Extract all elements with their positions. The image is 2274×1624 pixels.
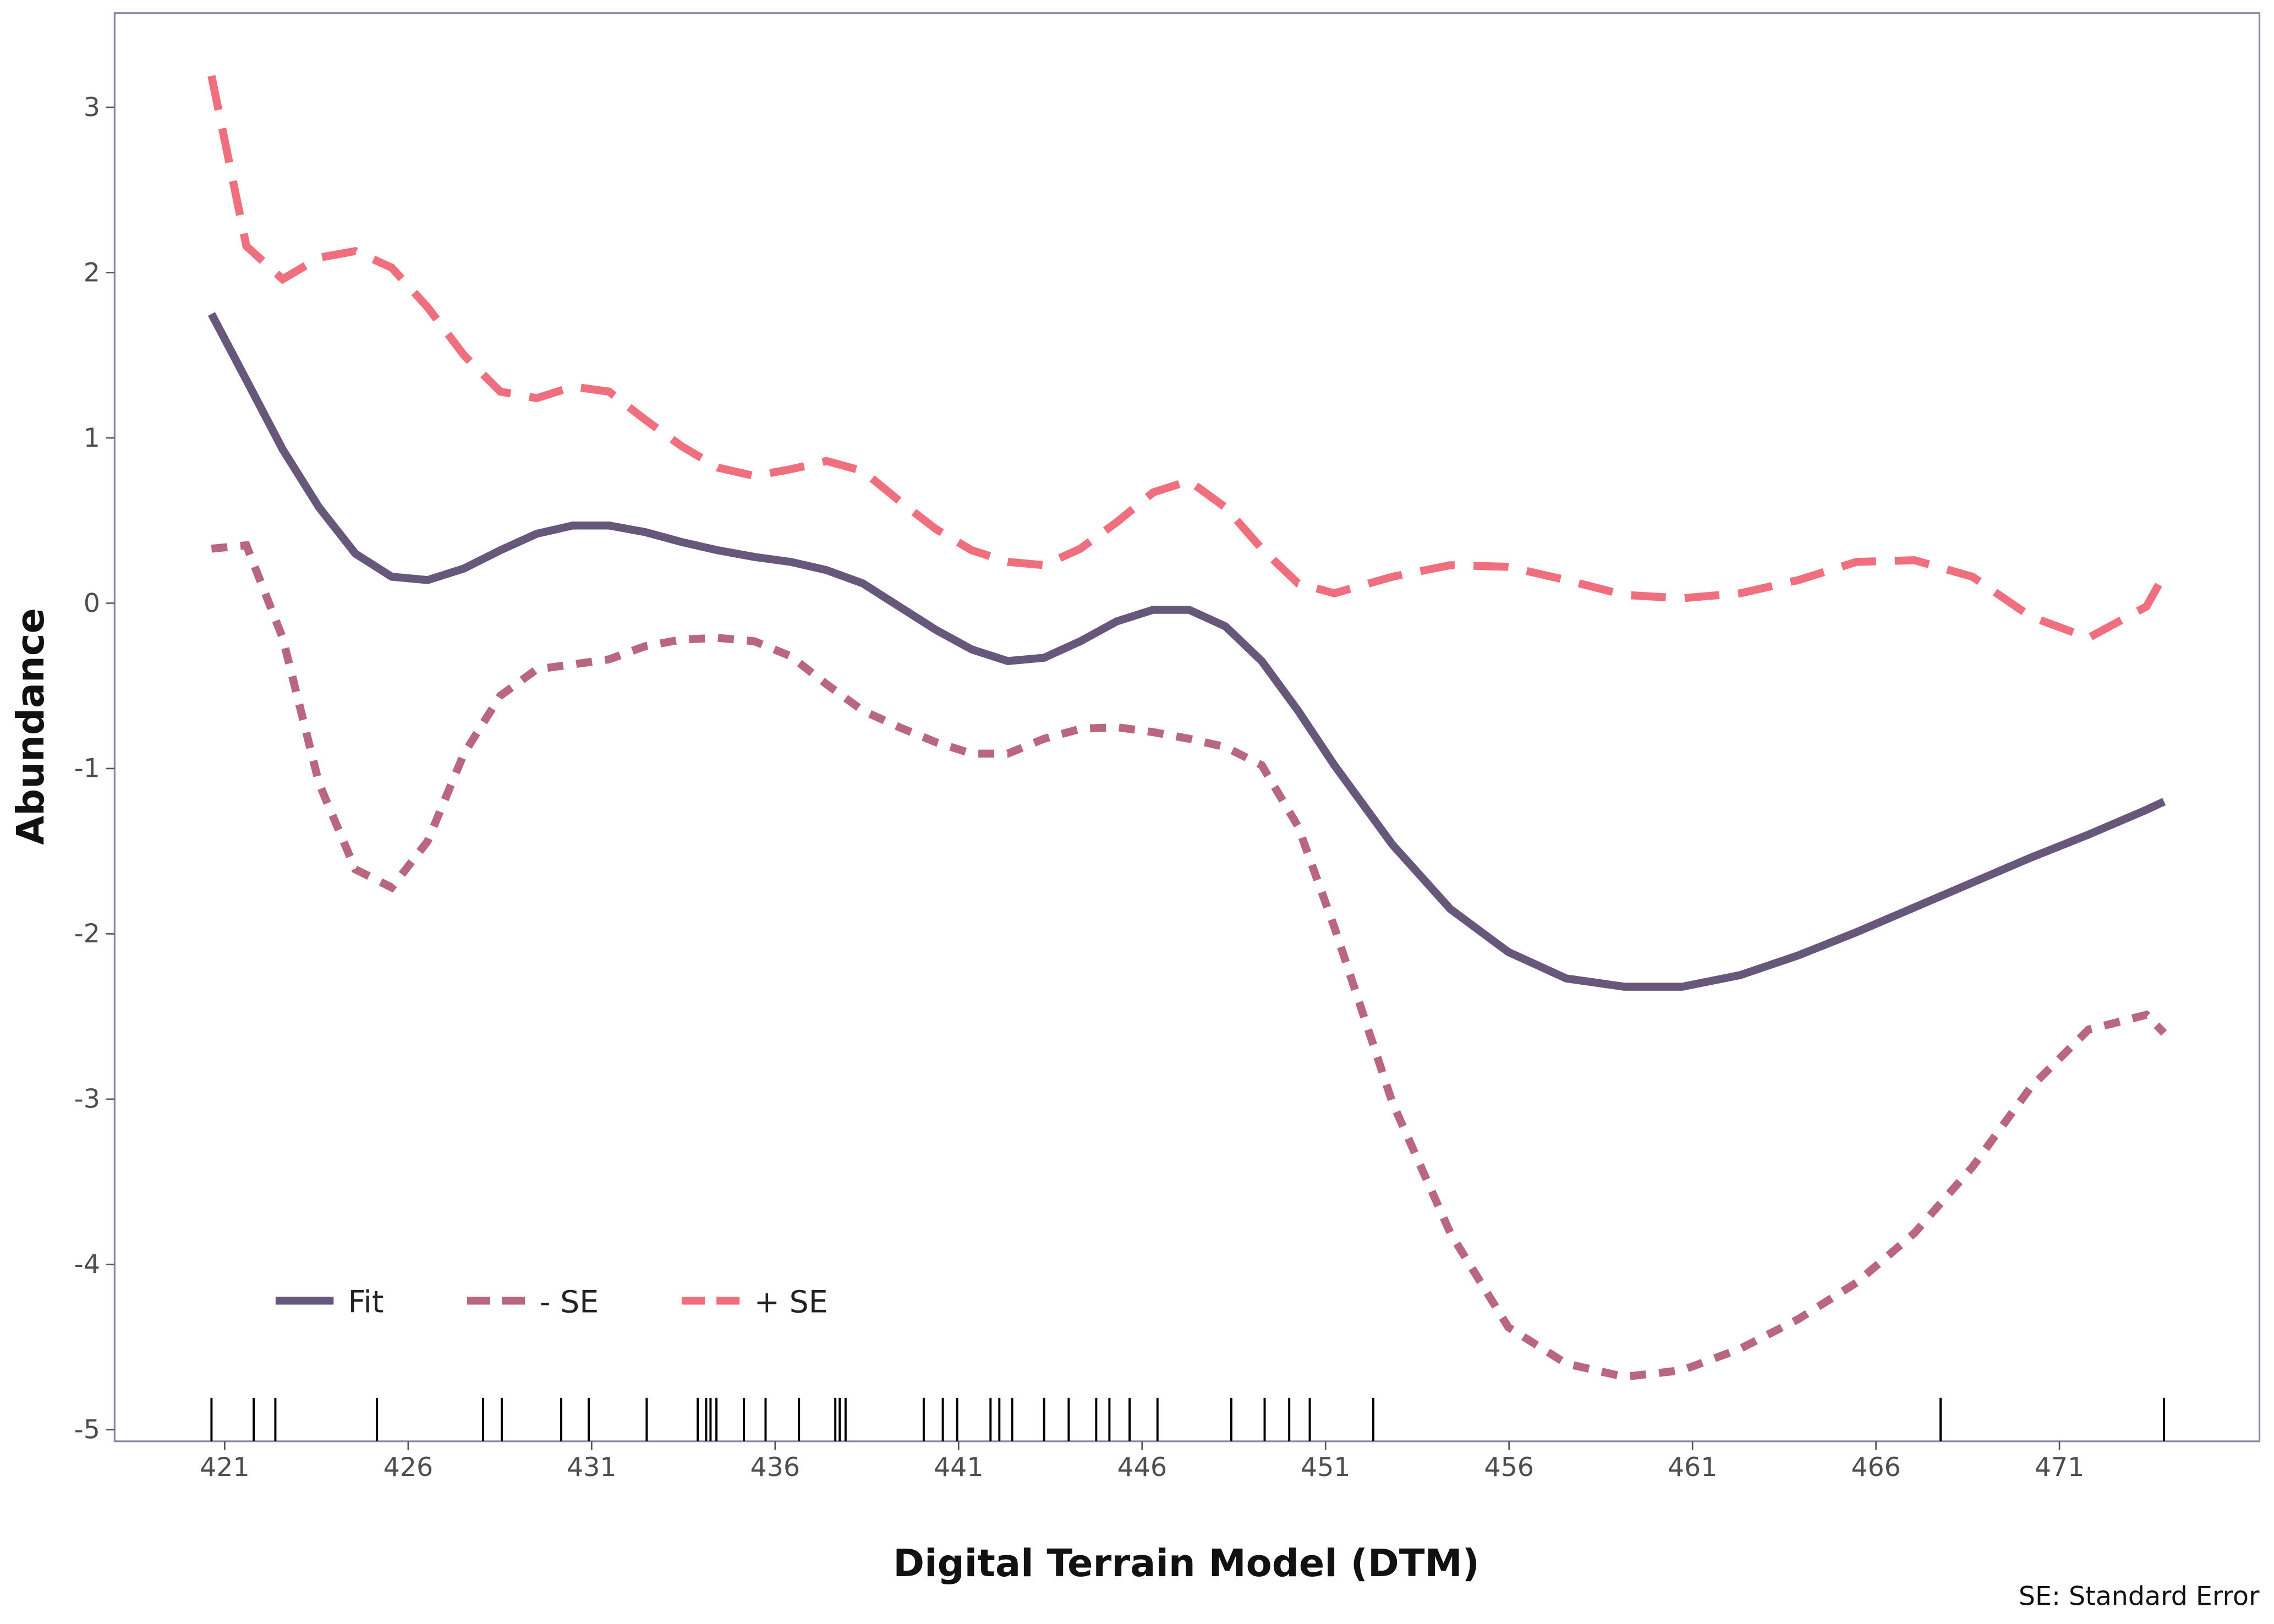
y-axis-title: Abundance [9,608,53,845]
x-tick-label: 436 [750,1452,801,1483]
y-tick-label: -5 [74,1415,100,1445]
x-axis-title: Digital Terrain Model (DTM) [893,1541,1480,1585]
caption: SE: Standard Error [2019,1582,2260,1612]
x-tick-label: 431 [567,1452,617,1483]
series-line [211,541,2167,1381]
x-tick-label: 421 [200,1452,250,1483]
series-line [207,75,2168,643]
x-tick-label: 426 [383,1452,434,1483]
legend-label: - SE [540,1285,599,1320]
x-tick-label: 471 [2035,1452,2085,1483]
y-tick-label: 3 [84,92,100,123]
x-tick-label: 456 [1484,1452,1534,1483]
x-tick-label: 446 [1117,1452,1167,1483]
y-tick-label: -2 [74,919,100,949]
y-tick-label: -4 [74,1249,100,1280]
legend-label: Fit [348,1285,384,1320]
x-tick-label: 461 [1668,1452,1718,1483]
y-tick-label: 2 [84,257,100,288]
series-line [207,312,2166,991]
plot-border [113,12,2261,1442]
y-tick-label: 0 [84,588,100,618]
x-tick-label: 466 [1851,1452,1901,1483]
y-tick-label: 1 [84,423,100,453]
x-tick-label: 441 [934,1452,984,1483]
y-tick-label: -1 [74,754,100,784]
y-tick-label: -3 [74,1084,100,1115]
x-tick-label: 451 [1301,1452,1351,1483]
legend-label: + SE [754,1285,828,1320]
